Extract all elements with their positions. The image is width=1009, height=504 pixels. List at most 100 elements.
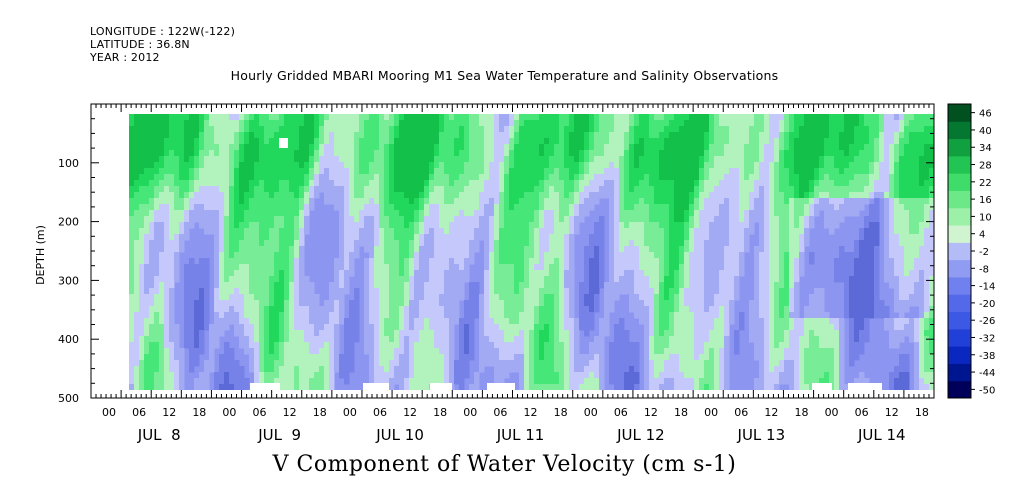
heatmap-cell	[169, 276, 175, 283]
heatmap-cell	[814, 174, 820, 181]
heatmap-cell	[584, 210, 590, 217]
heatmap-cell	[529, 312, 535, 319]
heatmap-cell	[169, 210, 175, 217]
heatmap-cell	[539, 210, 545, 217]
heatmap-cell	[889, 216, 895, 223]
heatmap-cell	[164, 294, 170, 301]
heatmap-cell	[629, 216, 635, 223]
heatmap-cell	[504, 240, 510, 247]
heatmap-cell	[859, 168, 865, 175]
heatmap-cell	[519, 198, 525, 205]
heatmap-cell	[409, 114, 415, 121]
heatmap-cell	[224, 312, 230, 319]
heatmap-cell	[929, 144, 934, 151]
heatmap-cell	[239, 252, 245, 259]
heatmap-cell	[654, 144, 660, 151]
heatmap-cell	[199, 294, 205, 301]
heatmap-cell	[439, 234, 445, 241]
heatmap-cell	[904, 204, 910, 211]
heatmap-cell	[859, 270, 865, 277]
heatmap-cell	[344, 144, 350, 151]
heatmap-cell	[494, 180, 500, 187]
heatmap-cell	[299, 234, 305, 241]
heatmap-cell	[434, 294, 440, 301]
heatmap-cell	[279, 204, 285, 211]
heatmap-cell	[709, 312, 715, 319]
heatmap-cell	[644, 210, 650, 217]
heatmap-cell	[574, 210, 580, 217]
heatmap-cell	[599, 240, 605, 247]
heatmap-cell	[469, 144, 475, 151]
heatmap-cell	[404, 192, 410, 199]
heatmap-cell	[399, 192, 405, 199]
heatmap-cell	[839, 246, 845, 253]
heatmap-cell	[729, 180, 735, 187]
heatmap-cell	[224, 306, 230, 313]
heatmap-cell	[584, 276, 590, 283]
heatmap-cell	[864, 168, 870, 175]
heatmap-cell	[214, 294, 220, 301]
heatmap-cell	[774, 282, 780, 289]
heatmap-cell	[624, 270, 630, 277]
heatmap-cell	[599, 120, 605, 127]
heatmap-cell	[634, 300, 640, 307]
heatmap-cell	[199, 174, 205, 181]
heatmap-cell	[609, 156, 615, 163]
heatmap-cell	[299, 288, 305, 295]
heatmap-cell	[384, 114, 390, 121]
heatmap-cell	[159, 186, 165, 193]
heatmap-cell	[559, 156, 565, 163]
heatmap-cell	[489, 150, 495, 157]
heatmap-cell	[229, 192, 235, 199]
heatmap-cell	[194, 282, 200, 289]
heatmap-cell	[584, 258, 590, 265]
heatmap-cell	[509, 192, 515, 199]
heatmap-cell	[589, 204, 595, 211]
heatmap-cell	[364, 222, 370, 229]
heatmap-cell	[849, 126, 855, 133]
heatmap-cell	[304, 168, 310, 175]
heatmap-cell	[384, 222, 390, 229]
heatmap-cell	[209, 204, 215, 211]
heatmap-cell	[449, 306, 455, 313]
heatmap-cell	[914, 234, 920, 241]
heatmap-cell	[179, 198, 185, 205]
heatmap-cell	[369, 114, 375, 121]
heatmap-cell	[244, 264, 250, 271]
heatmap-cell	[634, 138, 640, 145]
heatmap-cell	[484, 312, 490, 319]
heatmap-cell	[559, 198, 565, 205]
heatmap-cell	[784, 156, 790, 163]
heatmap-cell	[559, 258, 565, 265]
heatmap-cell	[869, 240, 875, 247]
heatmap-cell	[479, 300, 485, 307]
heatmap-cell	[624, 192, 630, 199]
heatmap-cell	[704, 306, 710, 313]
heatmap-cell	[694, 294, 700, 301]
heatmap-cell	[364, 192, 370, 199]
heatmap-cell	[589, 240, 595, 247]
heatmap-cell	[549, 240, 555, 247]
heatmap-cell	[674, 300, 680, 307]
heatmap-cell	[274, 258, 280, 265]
heatmap-cell	[539, 276, 545, 283]
heatmap-cell	[294, 252, 300, 259]
heatmap-cell	[444, 150, 450, 157]
heatmap-cell	[834, 204, 840, 211]
heatmap-cell	[689, 240, 695, 247]
heatmap-cell	[684, 210, 690, 217]
heatmap-cell	[854, 186, 860, 193]
heatmap-cell	[804, 138, 810, 145]
heatmap-cell	[424, 222, 430, 229]
heatmap-cell	[364, 120, 370, 127]
heatmap-cell	[789, 276, 795, 283]
heatmap-cell	[474, 168, 480, 175]
heatmap-cell	[574, 222, 580, 229]
heatmap-cell	[334, 120, 340, 127]
heatmap-cell	[474, 300, 480, 307]
heatmap-cell	[359, 204, 365, 211]
heatmap-cell	[134, 210, 140, 217]
heatmap-cell	[824, 138, 830, 145]
heatmap-cell	[354, 210, 360, 217]
heatmap-cell	[649, 258, 655, 265]
